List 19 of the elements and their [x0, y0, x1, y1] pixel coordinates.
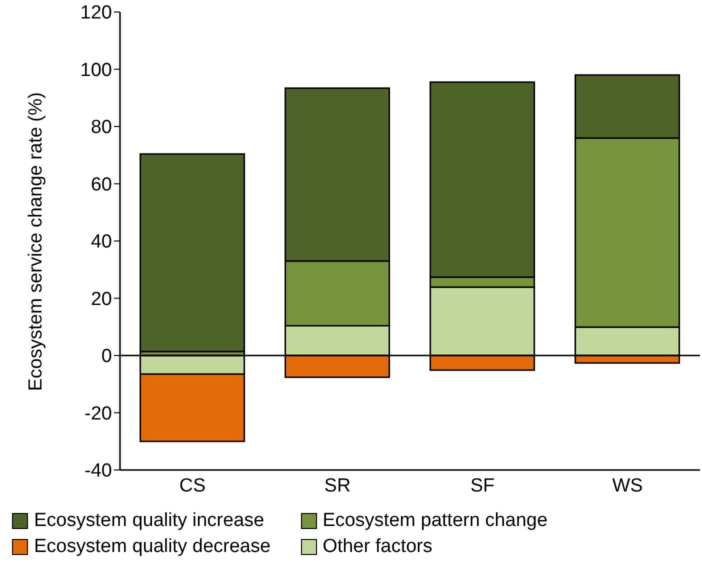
legend-label: Ecosystem pattern change	[322, 510, 548, 532]
legend-label: Other factors	[322, 536, 432, 558]
y-tick-label: 0	[101, 346, 112, 368]
y-tick-label: 120	[80, 2, 112, 24]
y-tick-label: 80	[90, 117, 112, 138]
y-tick-label: 20	[90, 288, 112, 310]
bar	[140, 153, 246, 352]
y-axis-title: Ecosystem service change rate (%)	[26, 92, 47, 391]
legend-label: Ecosystem quality increase	[34, 510, 264, 532]
x-tick-label: SF	[470, 475, 495, 496]
y-tick-label: -20	[84, 403, 112, 424]
y-tick-label: -40	[84, 460, 112, 482]
y-tick-label: 100	[80, 60, 112, 81]
x-tick-label: WS	[612, 475, 643, 496]
y-tick-label: 60	[90, 174, 112, 196]
y-tick-label: 40	[90, 232, 112, 253]
x-tick-label: CS	[179, 475, 206, 496]
x-tick-label: SR	[324, 475, 351, 496]
legend-label: Ecosystem quality decrease	[34, 536, 271, 558]
